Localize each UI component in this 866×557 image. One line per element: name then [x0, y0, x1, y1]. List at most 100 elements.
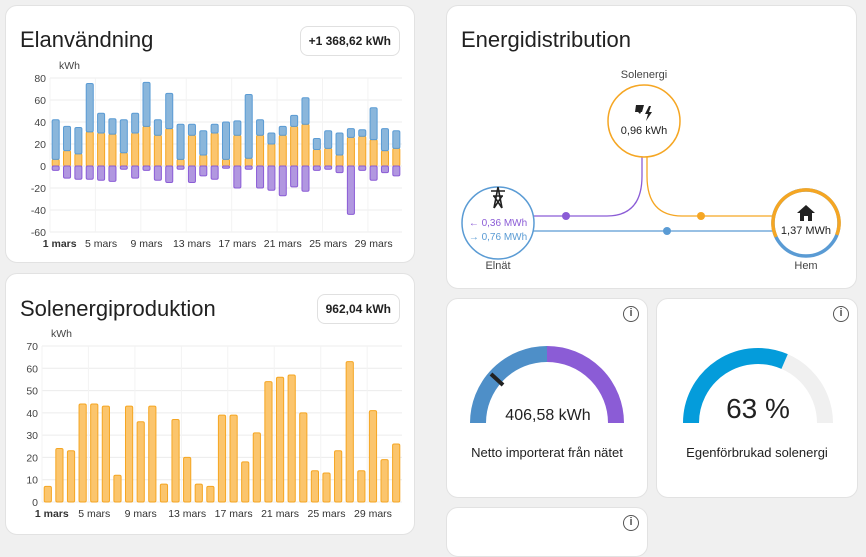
x-tick-label: 29 mars: [355, 238, 393, 250]
bar: [113, 474, 122, 503]
bar: [210, 165, 219, 180]
bar: [256, 165, 265, 189]
y-tick-label: 30: [26, 430, 38, 442]
bar: [85, 83, 94, 133]
bar: [335, 132, 344, 156]
solar-to-grid-line: [533, 156, 643, 217]
extra-card: i: [446, 507, 648, 557]
x-tick-label: 17 mars: [215, 508, 253, 520]
bar: [324, 147, 333, 167]
bar: [301, 165, 310, 192]
bar: [51, 165, 60, 171]
x-tick-label: 25 mars: [309, 238, 347, 250]
solar-node-label: Solenergi: [620, 69, 668, 81]
bar: [148, 405, 157, 503]
bar: [229, 414, 238, 503]
distribution-title: Energidistribution: [461, 27, 631, 52]
grid-flow-dot: [663, 227, 671, 235]
bar: [301, 97, 310, 125]
bar: [369, 165, 378, 181]
solar-title: Solenergiproduktion: [20, 296, 216, 321]
bar: [380, 459, 389, 503]
bar: [74, 153, 83, 167]
y-tick-label: -40: [31, 205, 46, 217]
y-tick-label: -60: [31, 227, 46, 239]
net-import-label: Netto importerat från nätet: [471, 445, 623, 460]
gauge-needle: [489, 372, 505, 387]
bar: [358, 165, 367, 171]
info-icon[interactable]: i: [623, 515, 639, 531]
bar: [358, 135, 367, 167]
y-tick-label: 10: [26, 475, 38, 487]
solar-chart[interactable]: 70 60 50 40 30 20 10 0 kWh 1 mars 5 mars 9 mars 13 m…: [6, 274, 416, 536]
bar: [90, 403, 99, 503]
bar: [392, 443, 401, 503]
bar: [119, 152, 128, 167]
bar: [267, 132, 276, 145]
self-consumed-value: 63 %: [726, 393, 790, 424]
bar: [194, 483, 203, 503]
bar: [165, 165, 174, 183]
bar: [233, 165, 242, 189]
y-tick-label: -20: [31, 183, 46, 195]
bar: [256, 119, 265, 136]
bar: [153, 134, 162, 167]
bar: [199, 130, 208, 156]
self-consumed-gauge: [683, 348, 833, 424]
x-tick-label: 5 mars: [78, 508, 110, 520]
bar: [357, 470, 366, 503]
bar: [199, 154, 208, 167]
consumption-card: Elanvändning +1 368,62 kWh 80 60 40 20 0 -20 -…: [5, 5, 415, 263]
home-icon: [797, 205, 815, 221]
bar: [278, 134, 287, 167]
bar: [324, 165, 333, 170]
home-node-label: Hem: [794, 260, 818, 272]
bar: [264, 381, 273, 503]
solar-to-home-line: [646, 156, 773, 217]
bar: [299, 412, 308, 503]
bar: [335, 154, 344, 167]
net-import-gauge-card[interactable]: i 406,58 kWh Netto importerat från nätet: [446, 298, 648, 498]
solar-flow-dot: [697, 212, 705, 220]
bar: [119, 119, 128, 154]
bar: [346, 136, 355, 167]
x-tick-label: 13 mars: [168, 508, 206, 520]
bar: [97, 112, 106, 134]
bar: [346, 128, 355, 138]
y-tick-label: 60: [34, 95, 46, 107]
y-tick-label: 50: [26, 386, 38, 398]
bar: [278, 165, 287, 197]
bar: [358, 129, 367, 137]
y-tick-label: 20: [26, 452, 38, 464]
transmission-tower-icon: [491, 186, 505, 209]
bar: [275, 376, 285, 503]
bar: [368, 410, 378, 503]
net-import-gauge: [470, 346, 624, 424]
bar: [312, 149, 321, 167]
bar: [256, 134, 265, 167]
bar: [290, 165, 299, 188]
bar: [63, 125, 72, 152]
bar: [108, 133, 117, 167]
bar: [97, 165, 106, 181]
info-icon[interactable]: i: [623, 306, 639, 322]
bar: [221, 165, 231, 169]
consumption-chart[interactable]: 80 60 40 20 0 -20 -40 -60 kWh 1 mars 5 mars 9 mars 1…: [6, 6, 416, 264]
self-consumed-gauge-card[interactable]: i 63 % Egenförbrukad solenergi: [656, 298, 858, 498]
bar: [176, 123, 185, 160]
info-icon[interactable]: i: [833, 306, 849, 322]
bar: [392, 130, 401, 149]
bar: [252, 432, 261, 503]
bar: [176, 158, 185, 167]
bar: [66, 450, 76, 503]
x-tick-label: 9 mars: [130, 238, 162, 250]
bar: [335, 165, 344, 174]
bar: [233, 134, 242, 167]
x-tick-label: 29 mars: [354, 508, 392, 520]
x-tick-label: 25 mars: [308, 508, 346, 520]
solar-power-icon: [635, 105, 652, 121]
bar: [43, 485, 52, 503]
bar: [187, 134, 196, 167]
bar: [97, 132, 106, 167]
bar: [165, 92, 174, 130]
